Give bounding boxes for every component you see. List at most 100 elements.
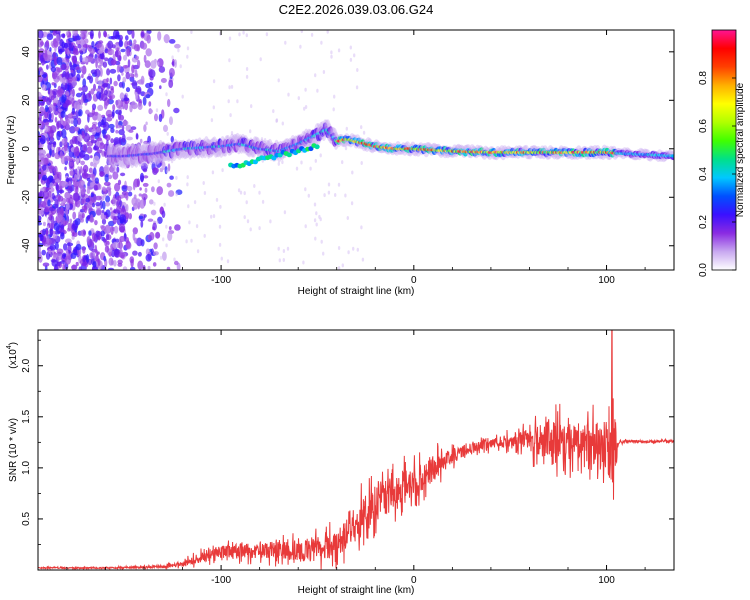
heatmap-noise-cell — [88, 239, 94, 248]
heatmap-noise-cell — [125, 87, 131, 93]
heatmap-noise-cell — [166, 131, 169, 136]
colorbar-tick-label: 0.8 — [698, 71, 709, 85]
heatmap-noise-cell — [38, 30, 44, 39]
heatmap-noise-cell — [314, 236, 317, 241]
heatmap-noise-cell — [50, 66, 57, 73]
heatmap-noise-cell — [38, 242, 44, 248]
heatmap-noise-cell — [258, 190, 261, 195]
heatmap-noise-cell — [46, 137, 50, 145]
heatmap-noise-cell — [42, 221, 46, 227]
heatmap-noise-cell — [344, 146, 348, 151]
heatmap-noise-cell — [188, 220, 191, 225]
heatmap-noise-cell — [297, 96, 300, 101]
heatmap-noise-cell — [277, 78, 280, 83]
heatmap-noise-cell — [64, 191, 71, 200]
heatmap-noise-cell — [80, 180, 86, 186]
heatmap-noise-cell — [112, 241, 119, 249]
heatmap-noise-cell — [286, 246, 290, 251]
heatmap-noise-cell — [81, 198, 86, 205]
heatmap-noise-cell — [120, 172, 126, 177]
heatmap-noise-cell — [101, 53, 105, 60]
heatmap-noise-cell — [319, 217, 322, 222]
heatmap-noise-cell — [295, 166, 299, 171]
heatmap-noise-cell — [263, 138, 267, 142]
heatmap-noise-cell — [269, 219, 272, 224]
heatmap-noise-cell — [157, 31, 162, 41]
heatmap-noise-cell — [150, 158, 154, 163]
heatmap-noise-cell — [104, 245, 109, 253]
heatmap-noise-cell — [83, 230, 86, 235]
heatmap-noise-cell — [310, 32, 314, 37]
heatmap-noise-cell — [145, 121, 148, 126]
heatmap-noise-cell — [86, 76, 92, 80]
heatmap-noise-cell — [56, 248, 64, 254]
heatmap-noise-cell — [56, 56, 63, 66]
heatmap-noise-cell — [227, 99, 230, 104]
heatmap-noise-cell — [97, 64, 102, 69]
heatmap-noise-cell — [102, 200, 106, 210]
snr-x-label: Height of straight line (km) — [298, 585, 415, 596]
heatmap-noise-cell — [78, 87, 83, 91]
heatmap-noise-cell — [99, 67, 103, 78]
heatmap-noise-cell — [38, 151, 42, 161]
heatmap-noise-cell — [128, 213, 132, 220]
heatmap-noise-cell — [101, 210, 105, 214]
heatmap-noise-cell — [61, 41, 66, 49]
heatmap-noise-cell — [60, 110, 66, 118]
heatmap-noise-cell — [99, 171, 104, 177]
heatmap-noise-cell — [45, 104, 49, 113]
heatmap-noise-cell — [119, 235, 125, 243]
heatmap-noise-cell — [162, 237, 165, 242]
heatmap-noise-cell — [116, 201, 119, 207]
heatmap-noise-cell — [38, 251, 42, 259]
heatmap-noise-cell — [154, 113, 158, 122]
heatmap-noise-cell — [50, 133, 53, 140]
heatmap-noise-cell — [92, 261, 97, 268]
heatmap-noise-cell — [163, 34, 170, 44]
heatmap-noise-cell — [82, 143, 87, 152]
heatmap-noise-cell — [60, 118, 63, 125]
heatmap-noise-cell — [61, 138, 68, 146]
heatmap-noise-cell — [71, 76, 78, 82]
heatmap-noise-cell — [112, 171, 119, 180]
heatmap-noise-cell — [96, 88, 101, 92]
heatmap-noise-cell — [304, 224, 307, 229]
heatmap-noise-cell — [40, 187, 44, 192]
heatmap-noise-cell — [207, 154, 210, 159]
heatmap-noise-cell — [103, 255, 107, 262]
heatmap-noise-cell — [95, 43, 102, 48]
heatmap-noise-cell — [153, 60, 156, 64]
heatmap-noise-cell — [168, 226, 172, 231]
heatmap-noise-cell — [142, 168, 148, 173]
heatmap-noise-cell — [52, 233, 58, 240]
heatmap-noise-cell — [64, 82, 68, 89]
heatmap-noise-cell — [81, 57, 89, 63]
snr-y-scale-base: (x10 — [8, 349, 19, 369]
svg-text:(x104): (x104) — [6, 342, 19, 369]
heatmap-noise-cell — [302, 260, 305, 265]
heatmap-noise-cell — [108, 257, 114, 266]
heatmap-noise-cell — [81, 85, 88, 93]
heatmap-noise-cell — [131, 64, 135, 74]
heatmap-noise-cell — [126, 47, 131, 57]
heatmap-noise-cell — [97, 258, 101, 267]
heatmap-noise-cell — [283, 210, 287, 215]
heatmap-noise-cell — [56, 261, 61, 267]
heatmap-noise-cell — [104, 89, 108, 96]
heatmap-noise-cell — [122, 65, 129, 69]
heatmap-noise-cell — [156, 220, 159, 225]
heatmap-noise-cell — [126, 136, 133, 141]
heatmap-noise-cell — [137, 260, 144, 270]
heatmap-noise-cell — [125, 237, 129, 244]
heatmap-noise-cell — [46, 178, 50, 187]
heatmap-noise-cell — [73, 118, 78, 127]
heatmap-noise-cell — [98, 79, 103, 87]
heatmap-noise-cell — [100, 87, 104, 95]
heatmap-noise-cell — [229, 113, 232, 118]
heatmap-noise-cell — [91, 103, 97, 111]
heatmap-noise-cell — [87, 215, 91, 219]
heatmap-noise-cell — [203, 233, 206, 238]
heatmap-noise-cell — [60, 224, 65, 230]
heatmap-noise-cell — [118, 40, 124, 48]
heatmap-noise-cell — [44, 126, 49, 132]
